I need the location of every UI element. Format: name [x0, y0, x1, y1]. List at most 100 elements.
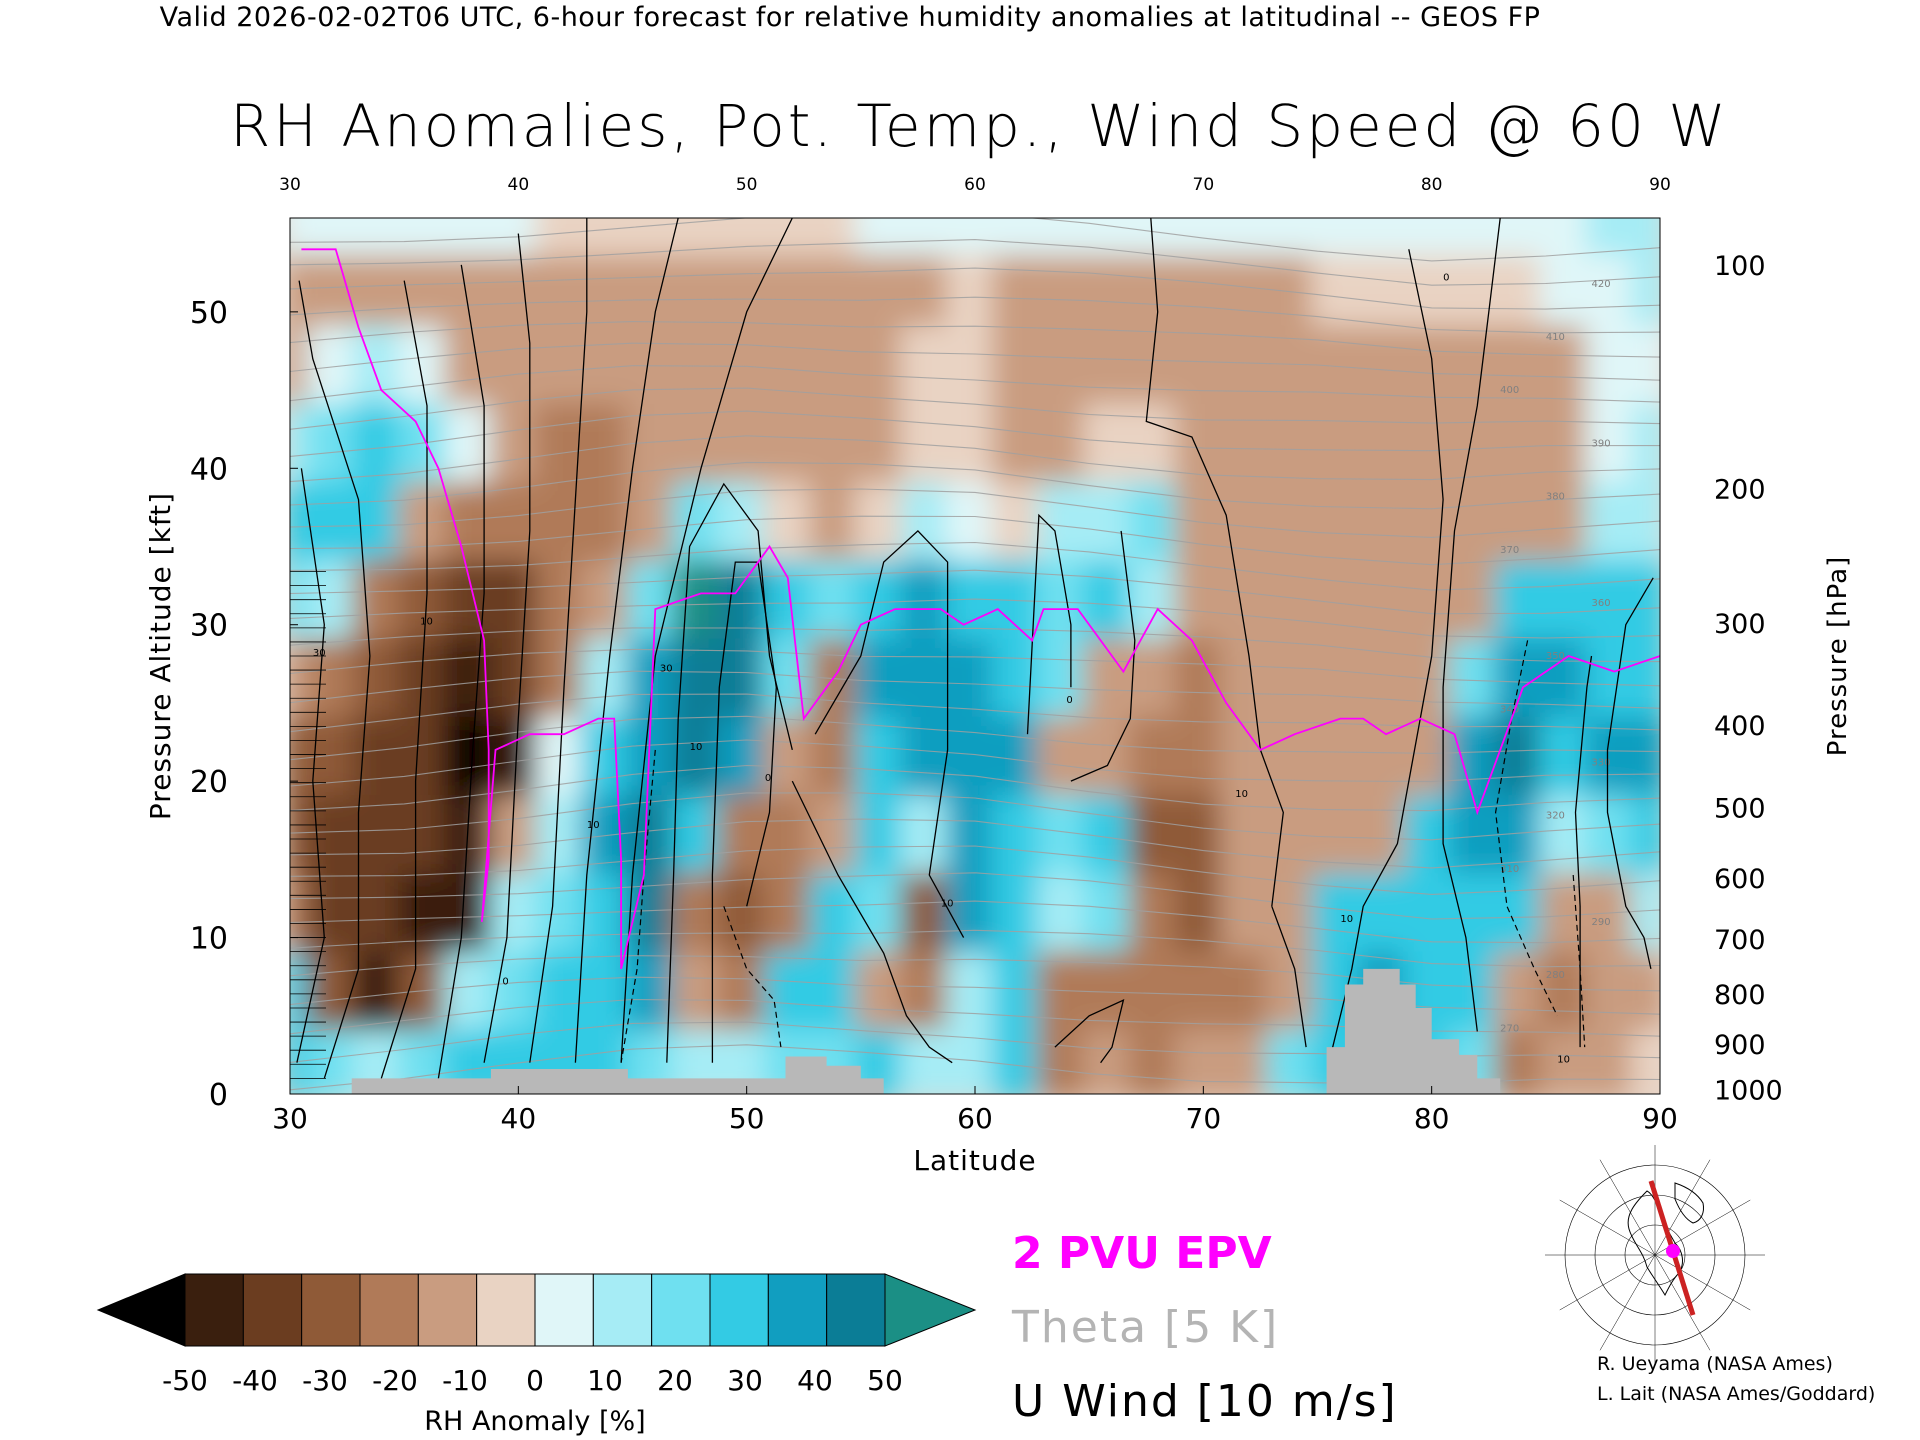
- y-tick-label: 0: [209, 1078, 228, 1113]
- chart-title: RH Anomalies, Pot. Temp., Wind Speed @ 6…: [230, 92, 1729, 160]
- y-tick-label: 10: [190, 922, 228, 957]
- u-wind-line: [574, 218, 679, 1063]
- colorbar-tick-label: 20: [657, 1364, 693, 1397]
- theta-label: 370: [1500, 545, 1519, 556]
- x-tick-label: 70: [1186, 1102, 1222, 1135]
- theta-label: 320: [1546, 811, 1565, 822]
- legend-epv: 2 PVU EPV: [1012, 1228, 1272, 1279]
- x-tick-label: 40: [501, 1102, 537, 1135]
- u-wind-line: [1574, 655, 1593, 1048]
- x-top-tick-label: 90: [1649, 175, 1671, 195]
- theta-line: [290, 670, 1660, 709]
- u-wind-line: [1026, 513, 1072, 735]
- colorbar-bin: [534, 1273, 594, 1347]
- rh-cell: [1631, 313, 1660, 404]
- theta-label: 340: [1500, 704, 1519, 715]
- u-wind-label: 0: [502, 977, 508, 988]
- u-wind-label: 0: [1443, 273, 1449, 284]
- theta-label: 310: [1500, 864, 1519, 875]
- theta-label: 400: [1500, 385, 1519, 396]
- colorbar-high-arrow: [884, 1273, 977, 1347]
- u-wind-negative-line: [1494, 640, 1558, 1017]
- u-wind-line: [1442, 218, 1501, 1032]
- colorbar-bin: [767, 1273, 828, 1347]
- rh-anomaly-field: [290, 218, 1660, 1094]
- theta-label: 420: [1592, 279, 1611, 290]
- pressure-tick-label: 900: [1714, 1030, 1766, 1061]
- u-wind-line: [380, 280, 428, 1079]
- rh-cell: [1631, 704, 1660, 795]
- u-wind-negative-line: [723, 906, 782, 1048]
- colorbar-bin: [417, 1273, 478, 1347]
- colorbar-bin: [592, 1273, 653, 1347]
- u-wind-label: 30: [313, 648, 326, 659]
- u-wind-label: 10: [1340, 914, 1353, 925]
- u-wind-label: 10: [941, 898, 954, 909]
- u-wind-negative-line: [620, 749, 656, 1063]
- pressure-tick-label: 300: [1714, 609, 1766, 640]
- u-wind-label: 10: [420, 617, 433, 628]
- map-location-dot: [1666, 1244, 1680, 1258]
- u-wind-line: [620, 218, 793, 1063]
- u-wind-negative-line: [1572, 874, 1586, 1048]
- colorbar-bin: [242, 1273, 303, 1347]
- theta-line: [290, 342, 1660, 381]
- u-wind-contours: 30 10 0 10 30 10 0 10 0 10 10 0 10: [296, 218, 1654, 1079]
- u-wind-line: [814, 529, 965, 938]
- theta-line: [290, 365, 1660, 403]
- map-meridian: [1559, 1254, 1656, 1311]
- u-wind-line: [1070, 530, 1136, 782]
- pressure-tick-label: 700: [1714, 925, 1766, 956]
- theta-line: [290, 515, 1660, 566]
- epv-contour: [301, 248, 1660, 970]
- map-meridian: [1559, 1199, 1656, 1256]
- x-tick-label: 50: [729, 1102, 765, 1135]
- x-top-tick-label: 80: [1421, 175, 1443, 195]
- pressure-tick-label: 600: [1714, 864, 1766, 895]
- u-wind-label: 0: [1066, 695, 1072, 706]
- terrain-shape: [290, 968, 1660, 1094]
- colorbar-low-arrow: [96, 1273, 186, 1347]
- theta-line: [290, 488, 1660, 538]
- locator-map: [1545, 1145, 1765, 1365]
- colorbar-tick-label: 40: [797, 1364, 833, 1397]
- epv-line: [301, 248, 1660, 970]
- pressure-tick-label: 200: [1714, 475, 1766, 506]
- pressure-tick-label: 800: [1714, 980, 1766, 1011]
- u-wind-line: [1145, 218, 1284, 907]
- colorbar: -50 -40 -30 -20 -10 0 10 20 30 40 50 RH Anomaly [%]: [96, 1273, 977, 1437]
- x-top-tick-label: 60: [964, 175, 986, 195]
- u-wind-line: [298, 280, 371, 1079]
- colorbar-tick-label: 30: [727, 1364, 763, 1397]
- pressure-tick-label: 1000: [1714, 1075, 1783, 1106]
- theta-label: 390: [1592, 438, 1611, 449]
- colorbar-tick-label: -50: [162, 1364, 208, 1397]
- colorbar-bin: [651, 1273, 711, 1347]
- u-wind-line: [437, 264, 485, 1079]
- colorbar-tick-label: -40: [232, 1364, 278, 1397]
- y-tick-label: 50: [190, 296, 228, 331]
- x-tick-label: 90: [1642, 1102, 1678, 1135]
- rh-cell: [1631, 391, 1660, 483]
- theta-line: [290, 387, 1660, 430]
- u-wind-line: [483, 233, 531, 1063]
- colorbar-bin: [184, 1273, 244, 1347]
- map-meridian: [1654, 1159, 1711, 1256]
- theta-line: [290, 541, 1660, 591]
- rh-cell: [1631, 548, 1660, 639]
- theta-label: 410: [1546, 332, 1565, 343]
- x-top-tick-label: 70: [1193, 175, 1215, 195]
- x-tick-label: 80: [1414, 1102, 1450, 1135]
- map-meridian: [1654, 1254, 1751, 1311]
- theta-line: [290, 900, 1660, 944]
- theta-line: [290, 976, 1660, 1015]
- u-wind-line: [1271, 906, 1307, 1048]
- theta-line: [290, 693, 1660, 733]
- theta-line: [290, 296, 1660, 334]
- x-tick-label: 60: [957, 1102, 993, 1135]
- colorbar-bin: [709, 1273, 769, 1347]
- map-meridian: [1654, 1254, 1711, 1351]
- u-wind-line: [666, 482, 793, 1063]
- u-wind-label: 10: [1557, 1055, 1570, 1066]
- theta-line: [290, 410, 1660, 457]
